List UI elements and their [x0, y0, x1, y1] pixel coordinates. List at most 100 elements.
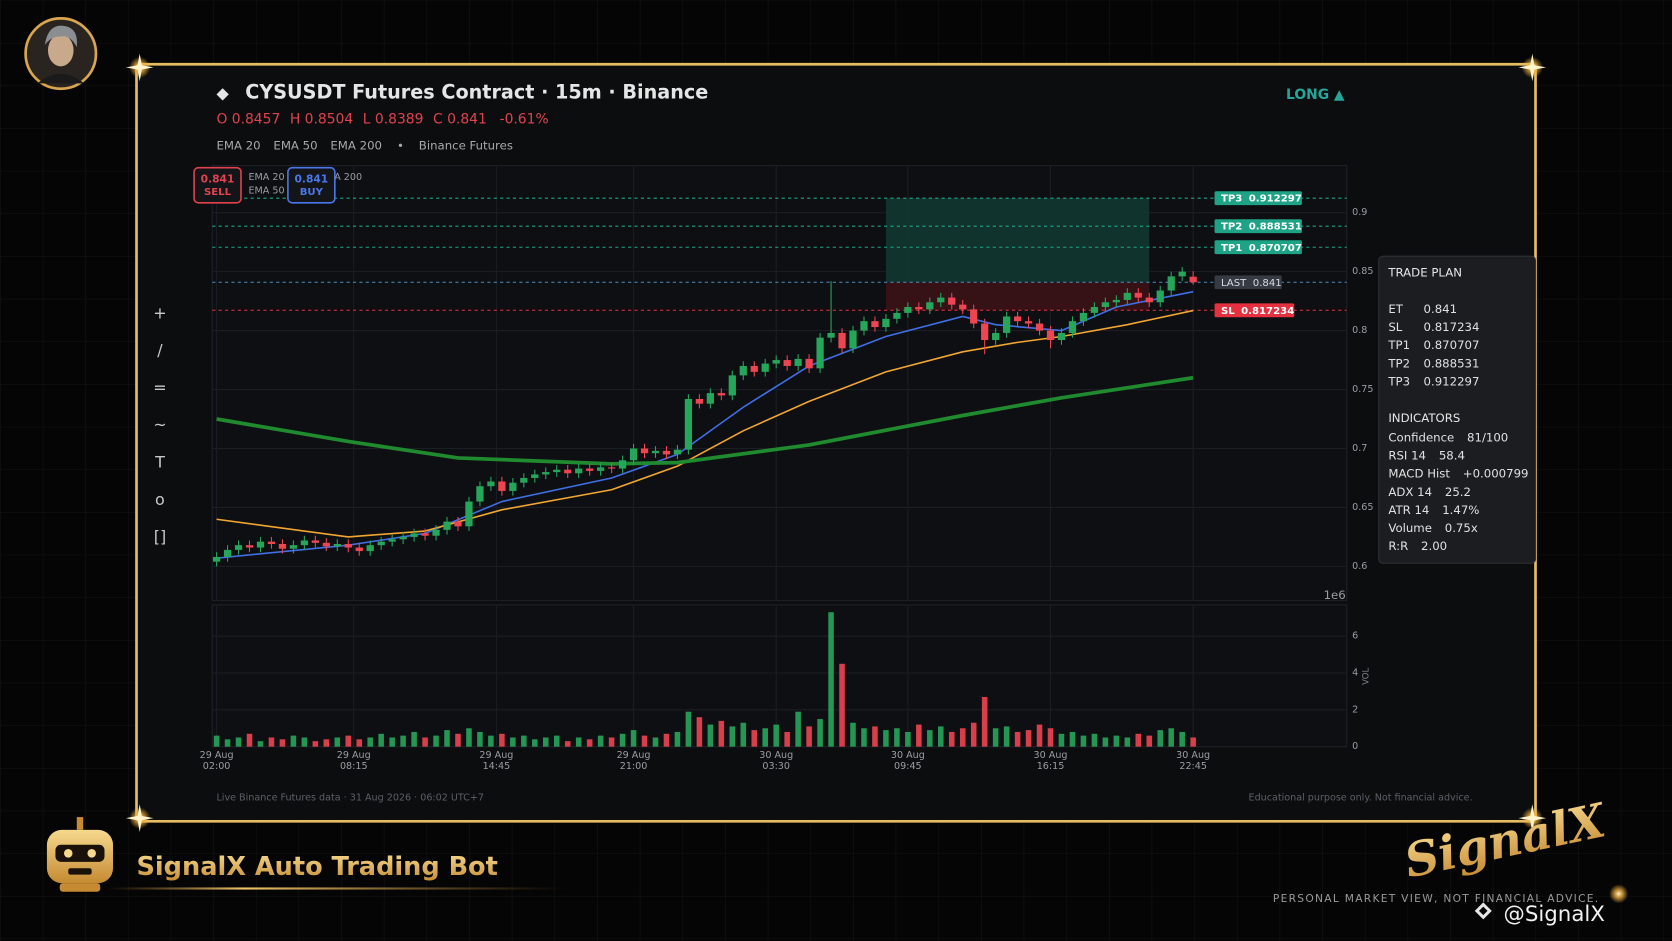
volume-bar [707, 724, 714, 747]
candle-body [1090, 307, 1099, 313]
target-zone [885, 198, 1150, 283]
volume-bar [235, 737, 242, 747]
y-tick-label: 4 [1352, 668, 1358, 679]
level-label-box [1214, 275, 1282, 290]
candle-body [366, 545, 374, 552]
indicator-key: R:R [1388, 539, 1408, 553]
volume-bar [257, 741, 264, 747]
badge-price: 0.841 [201, 172, 235, 185]
volume-bar [1036, 724, 1043, 747]
candle-body [223, 549, 232, 557]
level-label-box [1214, 303, 1295, 318]
volume-bar [1025, 730, 1032, 747]
volume-bar [345, 735, 352, 747]
indicator-value: +0.000799 [1463, 466, 1529, 480]
volume-bar [510, 737, 516, 747]
trade-plan: TRADE PLAN INDICATORS ET 0.841 SL 0.817234 T… [1378, 255, 1537, 564]
badge-price: 0.841 [295, 172, 329, 185]
tool-button[interactable]: = [153, 378, 166, 397]
candle-body [498, 481, 506, 491]
level-value: 0.841 [1253, 278, 1282, 289]
candle-body [981, 323, 989, 341]
volume-bar [411, 731, 417, 747]
volume-bar [674, 731, 681, 747]
robot-icon [46, 817, 114, 892]
candle-body [476, 486, 484, 502]
indicator-value: 0.75x [1445, 521, 1478, 535]
ema-line [216, 309, 1194, 538]
exchange-icon [1474, 902, 1492, 920]
candle-body [926, 302, 934, 310]
volume-bar [619, 733, 626, 747]
candle-body [838, 332, 846, 349]
tool-button[interactable]: / [157, 341, 163, 360]
tool-button[interactable]: T [154, 453, 165, 472]
candle-body [970, 309, 978, 324]
x-tick-label: 29 Aug 08:15 [337, 750, 371, 772]
candle-body [992, 332, 1000, 341]
volume-bar [817, 719, 823, 747]
tool-button[interactable]: ~ [153, 415, 166, 434]
volume-bar [224, 739, 231, 747]
volume-bar [729, 726, 736, 747]
candle-body [706, 393, 714, 404]
candle-body [805, 358, 813, 369]
separator: • [397, 138, 404, 152]
volume-bar [718, 720, 725, 747]
y-tick-label: 0.75 [1352, 384, 1373, 395]
volume-bar [1190, 737, 1196, 747]
indicator-value: 25.2 [1445, 484, 1471, 498]
candle-body [673, 449, 682, 455]
volume-bar [641, 735, 648, 747]
indicator-row: Volume 0.75x [1388, 521, 1477, 535]
level-value: 0.870707 [1249, 243, 1302, 254]
y-tick-label: 6 [1352, 631, 1358, 642]
candle-body [618, 460, 627, 469]
volume-bar [575, 737, 582, 747]
volume-bar [784, 731, 790, 747]
volume-bar [839, 663, 845, 747]
candle-body [629, 448, 638, 461]
level-label-text: TP3 0.912297 [1221, 194, 1302, 205]
volume-bar [1102, 737, 1109, 747]
volume-bar [334, 737, 341, 747]
volume-bar [740, 722, 747, 747]
candle-body [465, 501, 473, 527]
tool-button[interactable]: [] [154, 527, 166, 546]
volume-bar [213, 735, 220, 747]
volume-panel [211, 604, 1348, 748]
volume-bar [323, 739, 330, 747]
level-name: TP3 [1221, 194, 1242, 205]
volume-bar [1124, 737, 1131, 747]
indicator-key: MACD Hist [1388, 466, 1450, 480]
volume-bar [927, 730, 933, 747]
candle-body [915, 307, 923, 310]
volume-bar [850, 722, 856, 747]
candle-body [959, 304, 967, 310]
tool-button[interactable]: + [153, 303, 166, 322]
level-value: 0.912297 [1249, 194, 1302, 205]
tool-button[interactable]: o [155, 490, 165, 509]
candle-body [1035, 323, 1044, 331]
volume-bar [542, 737, 549, 747]
volume-bar [378, 733, 384, 747]
candle-body [893, 312, 901, 319]
plan-key: TP2 [1387, 356, 1410, 370]
ohlc: O 0.8457 H 0.8504 L 0.8389 C 0.841 -0.61% [216, 112, 548, 128]
x-tick-label: 30 Aug 16:15 [1034, 750, 1068, 772]
volume-bar [959, 728, 966, 747]
candle-body [1002, 316, 1011, 333]
candle-body [1189, 276, 1197, 283]
indicator-value: 58.4 [1439, 448, 1465, 462]
volume-bar [301, 737, 308, 747]
volume-bar [422, 737, 428, 747]
volume-bar [268, 737, 275, 747]
candle-body [322, 542, 330, 547]
volume-bar [389, 737, 395, 747]
volume-bar [499, 733, 505, 747]
candle-body [278, 543, 287, 549]
y-tick-label: 0 [1352, 741, 1358, 752]
candle-body [410, 533, 418, 537]
badge-side: BUY [300, 187, 324, 198]
